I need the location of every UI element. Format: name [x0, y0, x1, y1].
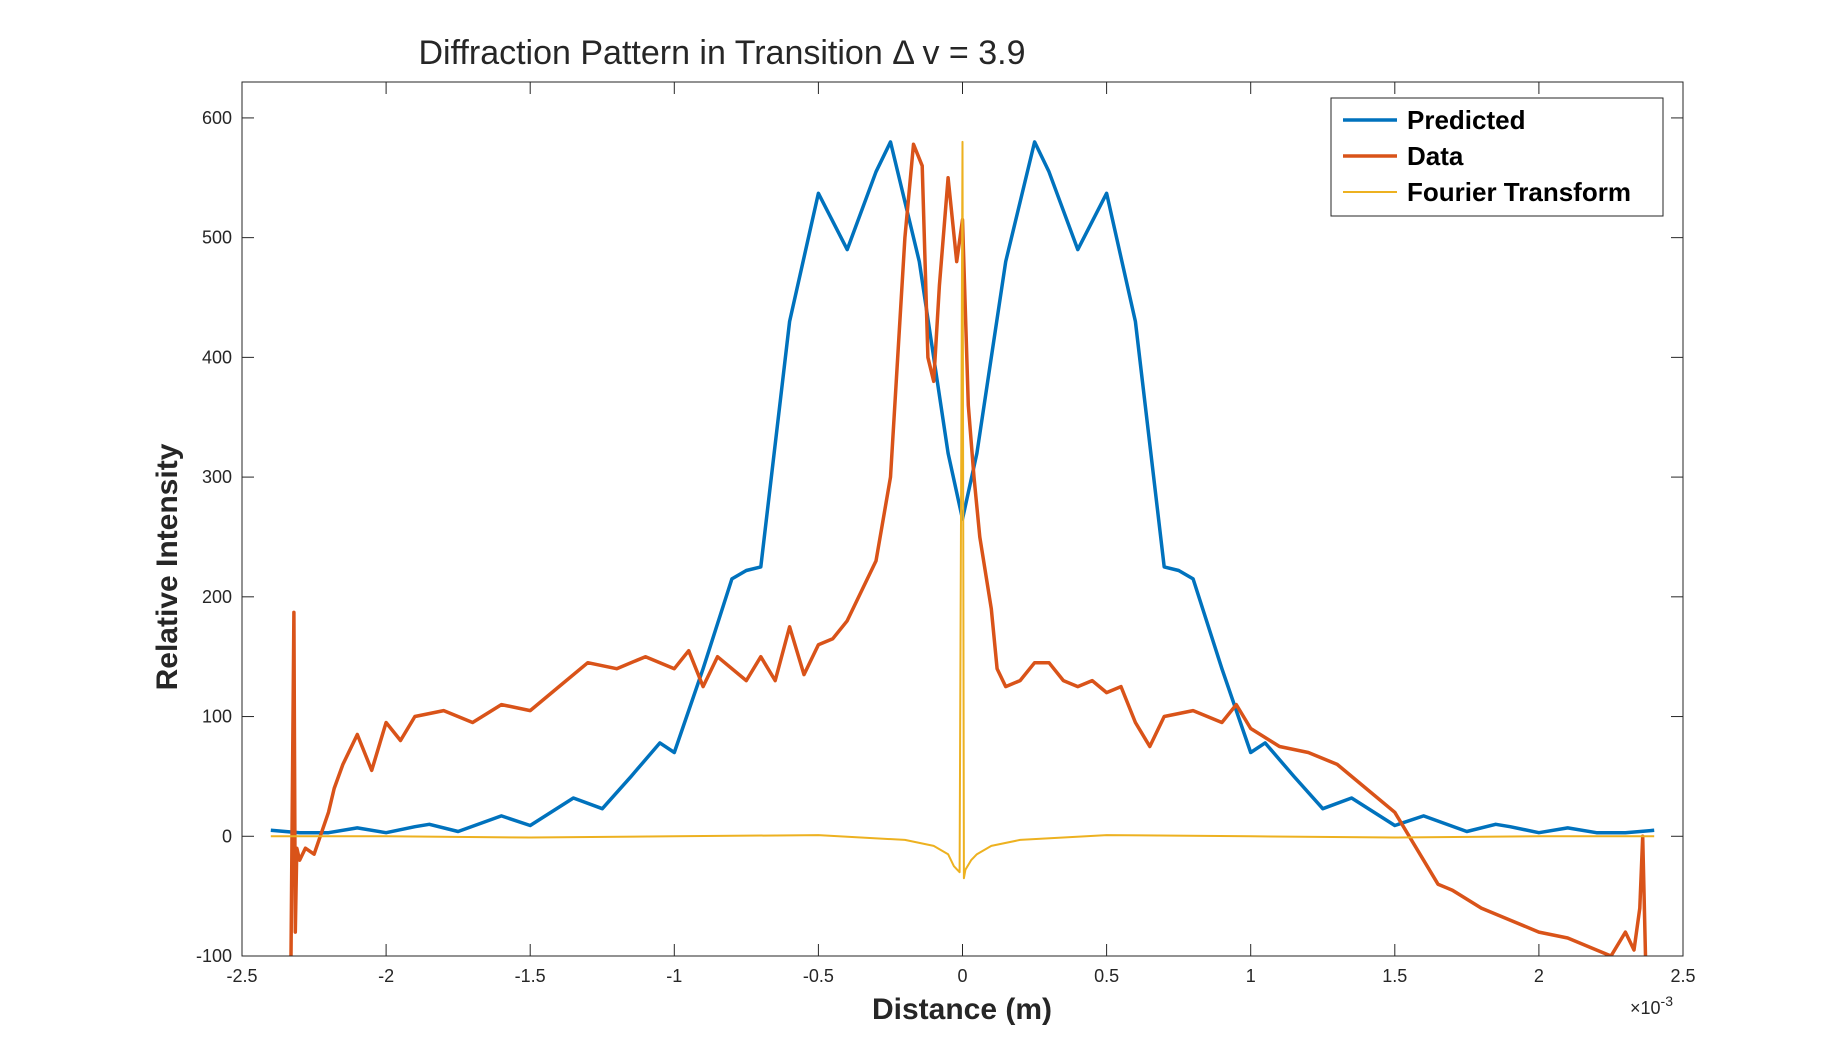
chart-title: Diffraction Pattern in Transition Δ v = … — [418, 34, 1025, 72]
series-line-data — [289, 142, 1648, 956]
x-tick-label: -2.5 — [226, 966, 257, 986]
legend-entry-label: Fourier Transform — [1407, 177, 1631, 207]
x-tick-label: -2 — [378, 966, 394, 986]
x-tick-label: 0 — [957, 966, 967, 986]
legend: Predicted Data Fourier Transform — [1330, 97, 1664, 217]
legend-entry-label: Data — [1407, 141, 1464, 171]
x-tick-label: -1 — [666, 966, 682, 986]
y-tick-label: 200 — [202, 587, 232, 607]
x-multiplier: ×10-3 — [1630, 993, 1673, 1018]
x-axis-label: Distance (m) — [872, 993, 1052, 1026]
x-multiplier-exponent: -3 — [1661, 993, 1674, 1009]
x-tick-label: -1.5 — [515, 966, 546, 986]
ticks-layer: -2.5 -2 -1.5 -1 -0.5 0 0.5 1 1.5 2 2.5 -100 0 100 200 3… — [196, 82, 1696, 986]
legend-entry-label: Predicted — [1407, 105, 1526, 135]
x-tick-label: 2 — [1534, 966, 1544, 986]
y-tick-label: 400 — [202, 347, 232, 367]
series-layer — [270, 140, 1655, 956]
y-tick-label: 0 — [222, 826, 232, 846]
x-multiplier-base: ×10 — [1630, 998, 1661, 1018]
y-tick-label: 100 — [202, 707, 232, 727]
y-tick-label: 600 — [202, 108, 232, 128]
x-tick-label: 1.5 — [1382, 966, 1407, 986]
svg-text:×10-3: ×10-3 — [1630, 993, 1673, 1018]
x-tick-label: 2.5 — [1670, 966, 1695, 986]
series-line-fourier-transform — [270, 140, 1655, 880]
x-tick-label: 1 — [1246, 966, 1256, 986]
axes-box — [241, 81, 1684, 957]
x-tick-label: 0.5 — [1094, 966, 1119, 986]
y-axis-label: Relative Intensity — [151, 443, 184, 690]
y-tick-label: 300 — [202, 467, 232, 487]
x-tick-label: -0.5 — [803, 966, 834, 986]
y-tick-label: -100 — [196, 946, 232, 966]
y-tick-label: 500 — [202, 228, 232, 248]
